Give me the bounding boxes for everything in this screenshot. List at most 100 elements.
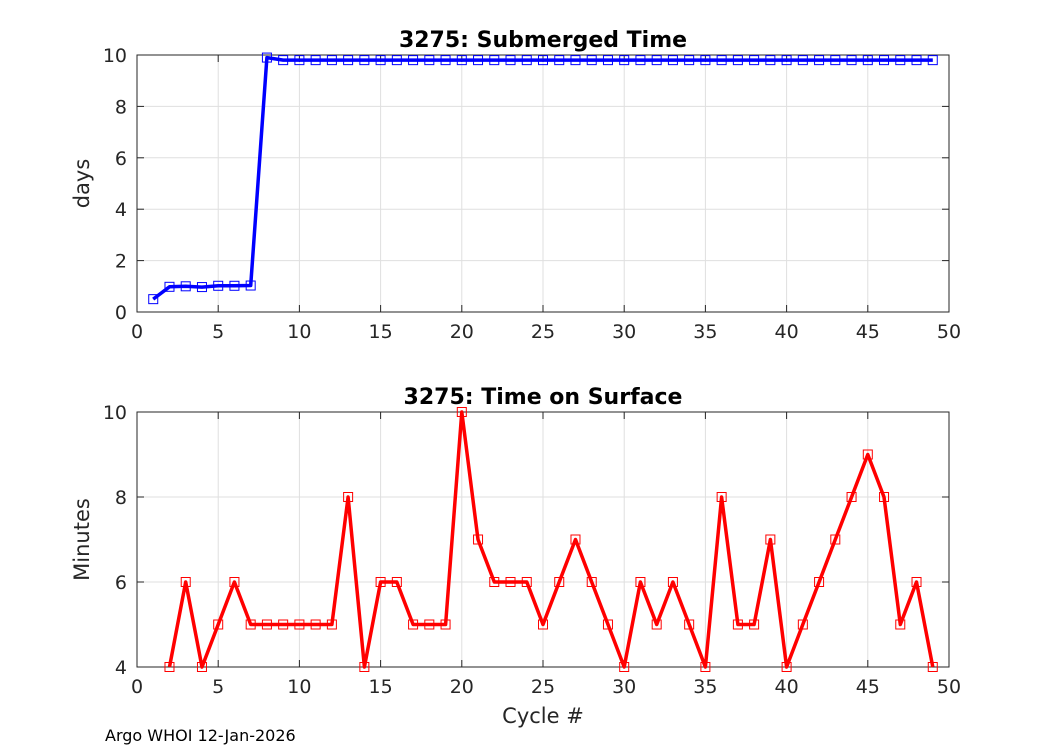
submerged-data-point <box>521 55 532 66</box>
submerged-data-point <box>343 55 354 66</box>
submerged-data-point <box>667 55 678 66</box>
surface-data-point <box>586 577 597 587</box>
surface-data-point <box>326 619 337 630</box>
surface-data-point <box>554 577 565 587</box>
submerged-data-point <box>440 55 451 66</box>
submerged-data-point <box>846 55 857 66</box>
submerged-x-tick-label: 45 <box>856 321 880 343</box>
surface-data-point <box>294 619 305 630</box>
surface-data-point <box>489 577 500 587</box>
surface-x-tick-label: 45 <box>856 676 880 698</box>
surface-x-tick-label: 35 <box>693 676 717 698</box>
submerged-y-tick-label: 0 <box>115 302 127 324</box>
submerged-y-tick-label: 2 <box>115 251 127 273</box>
surface-data-point <box>684 619 695 630</box>
surface-data-point <box>602 619 613 630</box>
submerged-data-point <box>261 52 272 63</box>
submerged-data-point <box>570 55 581 66</box>
surface-data-point <box>797 619 808 630</box>
footer-label: Argo WHOI 12-Jan-2026 <box>105 726 296 745</box>
surface-x-axis-label: Cycle # <box>502 704 584 728</box>
submerged-data-point <box>359 55 370 66</box>
submerged-data-point <box>180 281 191 292</box>
surface-data-point <box>375 577 386 587</box>
surface-data-point <box>505 577 516 587</box>
surface-data-point <box>700 662 711 672</box>
surface-data-point <box>261 619 272 630</box>
surface-data-point <box>862 449 873 460</box>
surface-data-point <box>749 619 760 630</box>
submerged-data-point <box>862 55 873 66</box>
submerged-x-tick-label: 40 <box>775 321 799 343</box>
surface-data-point <box>521 577 532 587</box>
surface-data-point <box>765 534 776 545</box>
submerged-data-point <box>375 55 386 66</box>
submerged-data-point <box>278 55 289 66</box>
surface-data-point <box>310 619 321 630</box>
submerged-data-point <box>326 55 337 66</box>
surface-y-tick-label: 6 <box>115 572 127 594</box>
submerged-data-point <box>749 55 760 66</box>
submerged-data-point <box>911 55 922 66</box>
surface-x-tick-label: 0 <box>131 676 143 698</box>
surface-data-point <box>619 662 630 672</box>
surface-data-point <box>391 577 402 587</box>
surface-data-point <box>732 619 743 630</box>
surface-x-tick-label: 40 <box>775 676 799 698</box>
surface-data-point <box>716 492 727 502</box>
surface-y-tick-label: 8 <box>115 487 127 509</box>
submerged-data-point <box>245 280 256 291</box>
surface-x-tick-label: 15 <box>369 676 393 698</box>
submerged-x-tick-label: 50 <box>937 321 961 343</box>
surface-data-point <box>196 662 207 672</box>
time-on-surface-panel: 0 5 10 15 20 25 30 35 40 45 50 4 6 8 10 3275: Time on S… <box>70 385 961 728</box>
surface-data-point <box>456 407 467 417</box>
submerged-data-point <box>456 55 467 66</box>
submerged-data-point <box>554 55 565 66</box>
surface-data-point <box>164 662 175 672</box>
submerged-data-point <box>716 55 727 66</box>
submerged-x-tick-label: 20 <box>450 321 474 343</box>
submerged-time-panel: 0 5 10 15 20 25 30 35 40 45 50 0 2 4 6 8 10 3275: Submerg… <box>70 28 961 343</box>
submerged-data-point <box>651 55 662 66</box>
submerged-data-point <box>927 55 938 66</box>
submerged-data-point <box>391 55 402 66</box>
surface-data-point <box>911 577 922 587</box>
surface-x-tick-label: 50 <box>937 676 961 698</box>
submerged-data-point <box>489 55 500 66</box>
submerged-data-point <box>732 55 743 66</box>
surface-data-point <box>846 492 857 502</box>
surface-data-point <box>895 619 906 630</box>
surface-data-point <box>440 619 451 630</box>
submerged-data-point <box>538 55 548 66</box>
surface-data-point <box>278 619 289 630</box>
submerged-data-point <box>310 55 321 66</box>
submerged-y-tick-label: 6 <box>115 148 127 170</box>
submerged-data-point <box>635 55 646 66</box>
surface-data-point <box>408 619 419 630</box>
submerged-data-point <box>814 55 825 66</box>
submerged-data-point <box>781 55 792 66</box>
surface-data-point <box>570 534 581 545</box>
submerged-data-point <box>213 280 224 291</box>
surface-data-point <box>245 619 256 630</box>
submerged-data-point <box>830 55 841 66</box>
submerged-x-tick-label: 0 <box>131 321 143 343</box>
submerged-data-point <box>700 55 711 66</box>
surface-data-point <box>879 492 890 502</box>
surface-data-point <box>830 534 841 545</box>
submerged-data-point <box>424 55 435 66</box>
submerged-data-point <box>879 55 890 66</box>
surface-x-tick-label: 20 <box>450 676 474 698</box>
submerged-data-point <box>586 55 597 66</box>
submerged-data-point <box>797 55 808 66</box>
surface-data-point <box>538 619 548 630</box>
surface-data-point <box>359 662 370 672</box>
submerged-data-point <box>294 55 305 66</box>
submerged-data-point <box>765 55 776 66</box>
submerged-data-point <box>229 280 240 291</box>
submerged-data-point <box>473 55 484 66</box>
surface-series-line <box>167 410 935 669</box>
surface-data-point <box>635 577 646 587</box>
